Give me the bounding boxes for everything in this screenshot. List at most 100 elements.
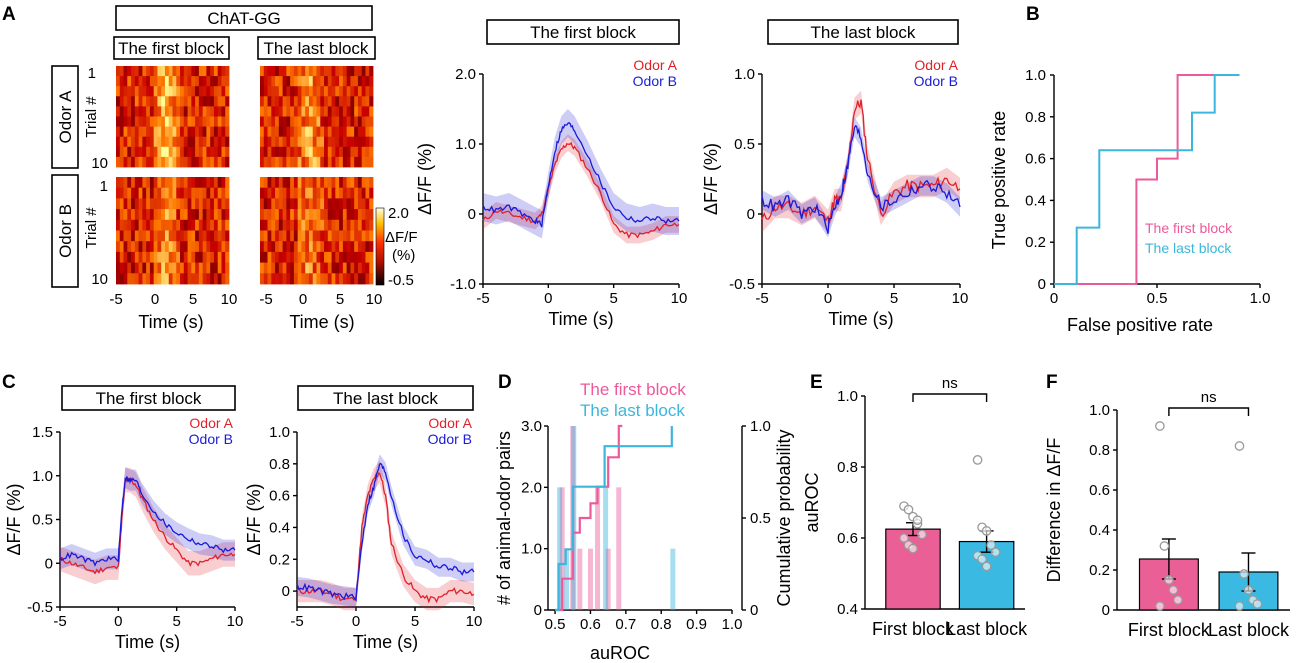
heatmap-cell — [305, 187, 310, 199]
data-point — [1168, 585, 1179, 595]
y-tick-label: 0.5 — [32, 512, 53, 529]
heatmap-cell — [116, 146, 121, 158]
heatmap-cell — [354, 146, 359, 158]
heatmap-cell — [282, 230, 287, 242]
heatmap-cell — [350, 106, 355, 117]
roc-line-last — [1054, 74, 1240, 285]
heatmap-cell — [180, 177, 185, 189]
heatmap-cell — [301, 219, 306, 231]
heatmap-cell — [202, 86, 207, 97]
heatmap-cell — [335, 209, 340, 221]
heatmap-cell — [267, 126, 272, 138]
heatmap-cell — [316, 209, 321, 221]
heatmap-cell — [183, 198, 188, 210]
heatmap-cell — [157, 209, 162, 221]
heatmap-cell — [183, 126, 188, 138]
heatmap-cell — [293, 273, 299, 285]
trial-label-a: Trial # — [83, 96, 100, 138]
heatmap-cell — [168, 156, 173, 168]
heatmap-cell — [286, 126, 291, 138]
heatmap-cell — [312, 146, 317, 158]
odor-b-label: Odor B — [56, 204, 75, 258]
heatmap-cell — [327, 262, 332, 274]
heatmap-cell — [138, 86, 143, 97]
heatmap-cell — [308, 262, 314, 274]
heatmap-cell — [116, 96, 121, 107]
heatmap-cell — [127, 273, 132, 285]
heatmap-cell — [354, 156, 359, 168]
heatmap-cell — [293, 198, 299, 210]
heatmap-cell — [361, 116, 366, 127]
heatmap-cell — [316, 177, 321, 189]
heatmap-cell — [198, 136, 204, 148]
heatmap-cell — [157, 136, 162, 148]
heatmap-cell — [331, 76, 336, 87]
heatmap-cell — [161, 198, 166, 210]
heatmap-cell — [123, 262, 128, 274]
y-tick-label: 0.6 — [837, 530, 858, 547]
heatmap-cell — [116, 136, 121, 148]
heatmap-cell — [116, 156, 121, 168]
heatmap-cell — [263, 156, 268, 168]
heatmap-cell — [357, 273, 363, 285]
heatmap-cell — [183, 106, 188, 117]
cdf-line-last — [555, 426, 673, 612]
heatmap-cell — [168, 209, 173, 221]
heatmap-cell — [290, 116, 295, 127]
heatmap-cell — [202, 187, 207, 199]
heatmap-cell — [263, 251, 268, 263]
panel-label-d: D — [498, 372, 512, 393]
heatmap-cell — [153, 116, 158, 127]
heatmap-cell — [286, 209, 291, 221]
heatmap-cell — [142, 146, 147, 158]
heatmap-cell — [195, 106, 200, 117]
heatmap-cell — [127, 126, 132, 138]
heatmap-cell — [210, 126, 215, 138]
heatmap-cell — [331, 116, 336, 127]
heatmap-cell — [119, 251, 124, 263]
x-axis-label: Time (s) — [548, 309, 613, 329]
heatmap-cell — [290, 136, 295, 148]
y-tick-label: 3.0 — [521, 418, 542, 435]
heatmap-cell — [191, 198, 196, 210]
heatmap-cell — [202, 251, 207, 263]
heatmap-cell — [123, 136, 128, 148]
heatmap-cell — [263, 146, 268, 158]
heatmap-cell — [142, 96, 147, 107]
heatmap-cell — [161, 66, 166, 77]
y-tick-label: 1.0 — [269, 424, 290, 441]
heatmap-cell — [180, 187, 185, 199]
heatmap-cell — [198, 198, 204, 210]
heatmap-cell — [316, 273, 321, 285]
heatmap-section: ChAT-GG The first block The last block O… — [51, 5, 418, 332]
heatmap-cell — [331, 198, 336, 210]
sem-band-odor-a — [483, 134, 679, 244]
heatmap-cell — [176, 241, 181, 253]
heatmap-cell — [369, 136, 374, 148]
heatmap-cell — [275, 241, 280, 253]
heatmap-cell — [260, 241, 265, 253]
heatmap-cell — [316, 262, 321, 274]
heatmap-cell — [331, 251, 336, 263]
heatmap-cell — [213, 116, 219, 127]
heatmap-cell — [131, 86, 136, 97]
heatmap-cell — [131, 156, 136, 168]
heatmap-cell — [221, 219, 226, 231]
heatmap-cell — [290, 146, 295, 158]
heatmap-cell — [142, 251, 147, 263]
heatmap-cell — [206, 230, 211, 242]
heatmap-cell — [278, 230, 283, 242]
heatmap-cell — [180, 156, 185, 168]
heatmap-cell — [282, 66, 287, 77]
heatmap-cell — [123, 198, 128, 210]
colorbar-min: -0.5 — [388, 272, 414, 289]
heatmap-cell — [176, 177, 181, 189]
heatmap-cell — [119, 76, 124, 87]
heatmap-cell — [331, 136, 336, 148]
heatmap-cell — [324, 219, 329, 231]
heatmap-cell — [263, 241, 268, 253]
heatmap-cell — [172, 198, 177, 210]
heatmap-cell — [335, 241, 340, 253]
heatmap-cell — [168, 219, 173, 231]
y-tick-label: 0.5 — [734, 136, 755, 153]
